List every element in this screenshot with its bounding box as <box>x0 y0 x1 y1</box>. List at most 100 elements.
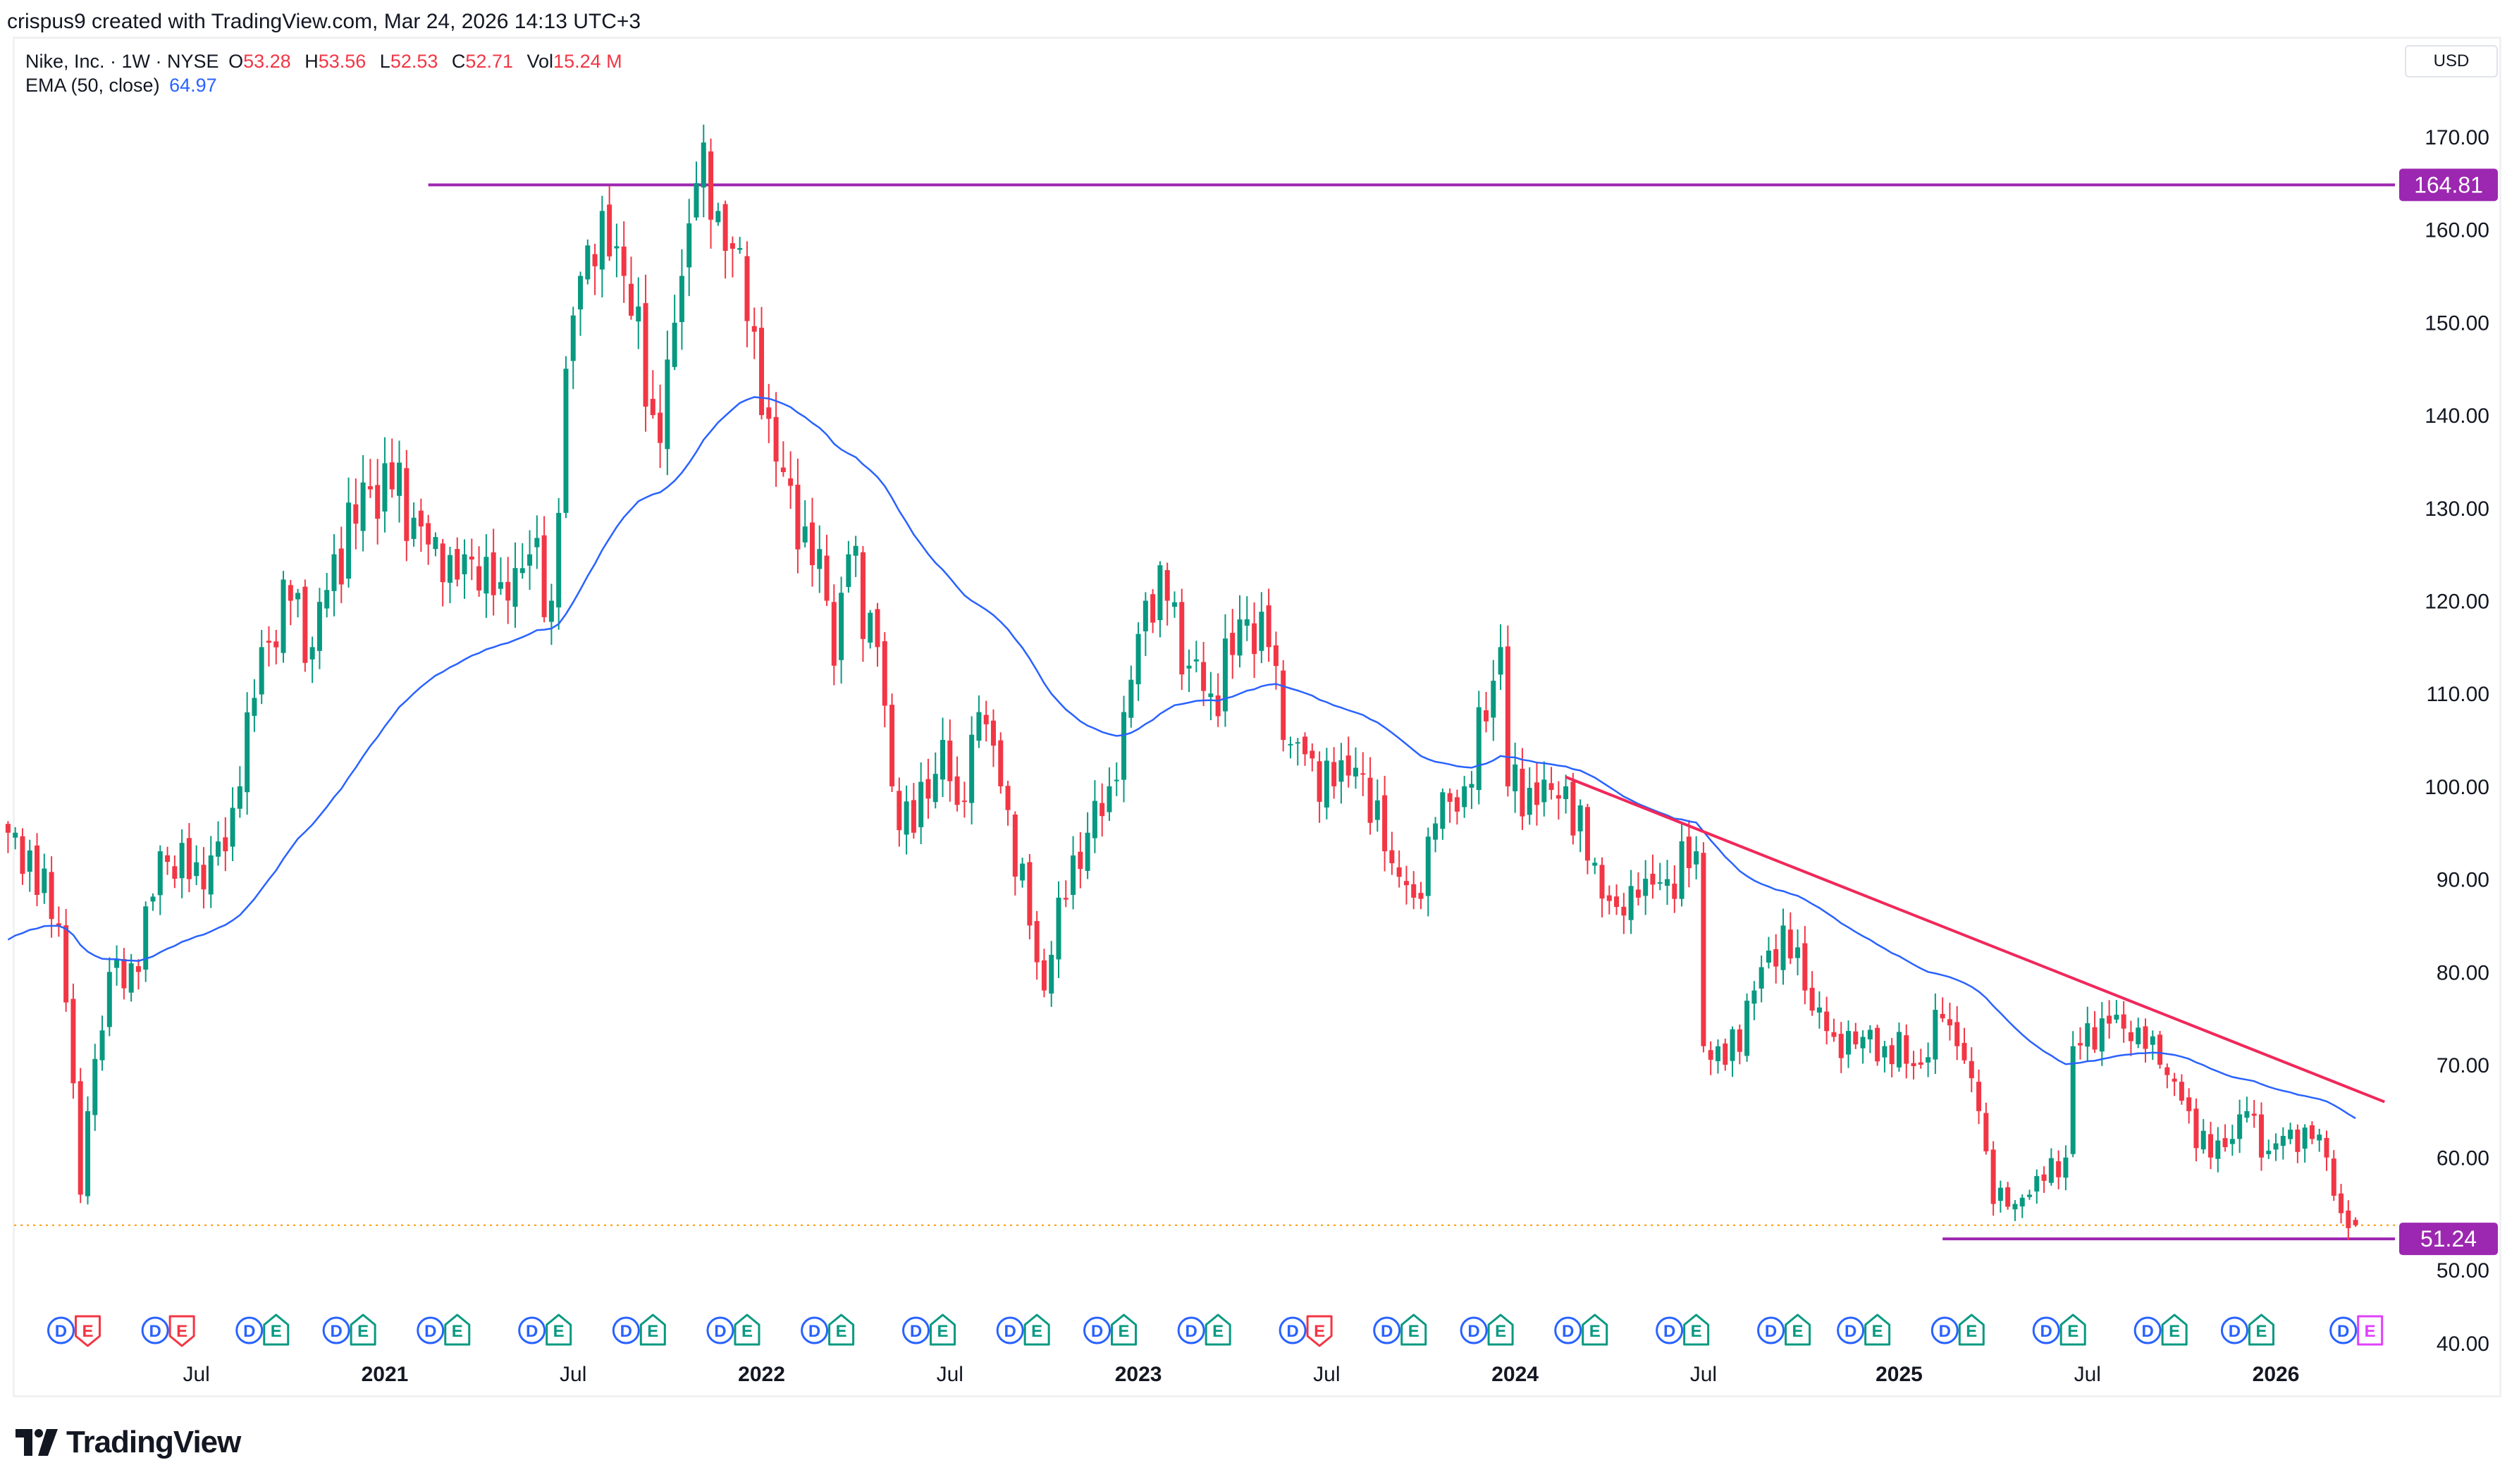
earnings-icon[interactable] <box>734 1313 760 1346</box>
dividend-icon[interactable] <box>47 1316 75 1344</box>
trendline[interactable] <box>1565 775 2385 1103</box>
dividend-icon[interactable] <box>141 1316 169 1344</box>
candle <box>1809 971 1815 1016</box>
earnings-icon[interactable] <box>444 1313 471 1346</box>
candle-body <box>1853 1031 1859 1045</box>
legend-symbol[interactable]: Nike, Inc. · 1W · NYSE <box>25 51 219 72</box>
time-tick-label: 2021 <box>362 1363 409 1386</box>
candle-body <box>346 502 352 579</box>
earnings-icon[interactable] <box>828 1313 855 1346</box>
earnings-icon[interactable] <box>1111 1313 1138 1346</box>
dividend-icon[interactable] <box>612 1316 640 1344</box>
candle-body <box>1171 602 1177 607</box>
earnings-icon[interactable] <box>168 1315 195 1347</box>
candle-body <box>121 958 127 989</box>
dividend-icon[interactable] <box>235 1316 264 1344</box>
dividend-icon[interactable] <box>996 1316 1024 1344</box>
earnings-icon[interactable] <box>1487 1313 1514 1346</box>
candle-body <box>2302 1127 2308 1149</box>
dividend-icon[interactable] <box>902 1316 930 1344</box>
earnings-icon[interactable] <box>1582 1313 1608 1346</box>
dividend-icon[interactable] <box>1757 1316 1785 1344</box>
candle-body <box>360 482 366 531</box>
candle <box>1266 588 1271 662</box>
candle-body <box>1961 1043 1967 1061</box>
tradingview-logo[interactable]: TradingView <box>16 1425 241 1460</box>
candle <box>875 602 880 667</box>
candle-body <box>1997 1187 2003 1201</box>
time-axis[interactable]: Jul 2021 Jul 2022 Jul 2023 Jul 2024 Jul 2025 Jul 20… <box>183 1363 2300 1386</box>
candle <box>780 441 786 477</box>
chart-credit: crispus9 created with TradingView.com, M… <box>7 10 641 33</box>
dividend-icon[interactable] <box>706 1316 734 1344</box>
earnings-icon[interactable] <box>74 1315 101 1347</box>
dividend-icon[interactable] <box>322 1316 350 1344</box>
candle <box>484 534 489 618</box>
earnings-icon[interactable] <box>1785 1313 1811 1346</box>
dividend-icon[interactable] <box>1656 1316 1684 1344</box>
candle-body <box>1563 786 1569 799</box>
earnings-icon[interactable] <box>639 1313 666 1346</box>
candle <box>2288 1123 2293 1144</box>
dividend-icon[interactable] <box>1460 1316 1488 1344</box>
earnings-icon[interactable] <box>350 1313 376 1346</box>
earnings-label: E <box>1872 1322 1883 1341</box>
candle <box>1491 660 1496 741</box>
candle <box>469 538 474 581</box>
dividend-icon[interactable] <box>518 1316 546 1344</box>
candle-body <box>1345 755 1351 776</box>
dividend-icon[interactable] <box>2220 1316 2248 1344</box>
dividend-icon[interactable] <box>1554 1316 1582 1344</box>
earnings-icon[interactable] <box>1958 1313 1985 1346</box>
price-tick-label: 120.00 <box>2425 590 2489 614</box>
earnings-icon[interactable] <box>1023 1313 1050 1346</box>
dividend-icon[interactable] <box>1279 1316 1307 1344</box>
dividend-icon[interactable] <box>2133 1316 2162 1344</box>
candle-body <box>1396 867 1402 877</box>
candle-body <box>1295 742 1300 744</box>
ema-label[interactable]: EMA (50, close) <box>25 75 160 96</box>
earnings-icon[interactable] <box>1400 1313 1427 1346</box>
candle-body <box>1584 807 1590 861</box>
dividend-icon[interactable] <box>417 1316 445 1344</box>
candle <box>491 528 496 616</box>
price-axis[interactable]: 170.00 160.00 150.00 140.00 130.00 120.00 110.… <box>2425 126 2489 1356</box>
earnings-icon[interactable] <box>2357 1315 2384 1346</box>
candle-body <box>1338 760 1344 782</box>
candle-body <box>106 972 112 1027</box>
earnings-icon[interactable] <box>2161 1313 2188 1346</box>
currency-button[interactable]: USD <box>2405 45 2498 78</box>
dividend-icon[interactable] <box>2032 1316 2060 1344</box>
candle <box>2143 1018 2148 1063</box>
earnings-icon[interactable] <box>1205 1313 1231 1346</box>
earnings-icon[interactable] <box>546 1313 572 1346</box>
candle-body <box>1824 1011 1830 1032</box>
candle <box>1577 799 1583 853</box>
dividend-icon[interactable] <box>1083 1316 1111 1344</box>
dividend-icon[interactable] <box>1930 1316 1959 1344</box>
dividend-icon[interactable] <box>1837 1316 1865 1344</box>
earnings-icon[interactable] <box>2248 1313 2274 1346</box>
candle <box>56 906 61 937</box>
ema-line[interactable] <box>7 396 2356 1120</box>
candle-body <box>1041 960 1047 991</box>
candle-body <box>1484 710 1489 722</box>
dividend-icon[interactable] <box>2329 1316 2358 1344</box>
dividend-icon[interactable] <box>801 1316 829 1344</box>
earnings-icon[interactable] <box>263 1313 290 1346</box>
candle-body <box>63 925 69 1003</box>
candle <box>309 636 315 684</box>
candle-body <box>1505 646 1510 786</box>
candle-body <box>2005 1187 2011 1207</box>
earnings-icon[interactable] <box>1864 1313 1891 1346</box>
earnings-icon[interactable] <box>2059 1313 2086 1346</box>
earnings-icon[interactable] <box>1683 1313 1710 1346</box>
dividend-icon[interactable] <box>1177 1316 1205 1344</box>
dividend-icon[interactable] <box>1373 1316 1401 1344</box>
earnings-icon[interactable] <box>930 1313 956 1346</box>
candle <box>27 839 32 892</box>
earnings-icon[interactable] <box>1306 1315 1333 1347</box>
